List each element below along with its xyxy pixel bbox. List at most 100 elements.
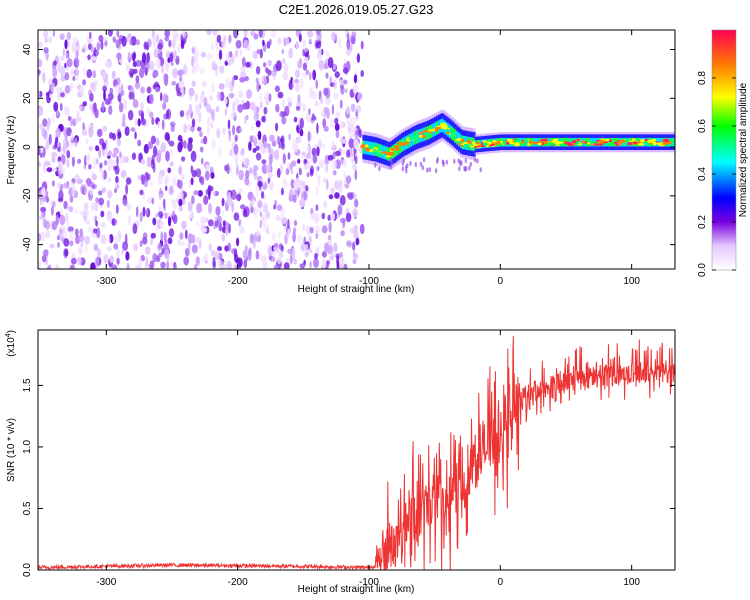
- spectrogram-noise-cell: [98, 190, 103, 196]
- spectrogram-noise-cell: [122, 241, 129, 251]
- spectrogram-noise-cell: [147, 196, 153, 205]
- spectrogram-noise-cell: [326, 260, 329, 269]
- spectrogram-noise-cell: [339, 256, 345, 267]
- spectrogram-noise-cell: [271, 69, 277, 77]
- spectrogram-noise-cell: [341, 159, 347, 165]
- spectrogram-noise-cell: [261, 215, 265, 224]
- spectrogram-noise-cell: [345, 175, 352, 184]
- spectrogram-signal-core: [570, 137, 574, 147]
- spectrogram-noise-cell: [360, 40, 364, 50]
- spectrogram-signal-peak: [419, 134, 423, 138]
- spectrogram-noise-cell: [187, 201, 193, 212]
- spectrogram-noise-cell: [178, 166, 182, 175]
- spectrogram-noise-cell: [314, 224, 320, 235]
- spectrogram-noise-cell: [350, 103, 356, 112]
- spectrogram-signal-peak: [361, 143, 365, 148]
- spectrogram-noise-cell: [233, 144, 239, 155]
- spectrogram-noise-cell: [298, 167, 302, 176]
- spectrogram-noise-cell: [148, 60, 155, 71]
- spectrogram-noise-cell: [196, 203, 203, 214]
- spectrogram-noise-cell: [77, 158, 82, 164]
- spectrogram-noise-cell: [224, 98, 228, 105]
- spectrogram-noise-cell: [56, 86, 60, 92]
- spectrogram-noise-cell: [93, 102, 97, 113]
- spectrogram-noise-cell: [206, 30, 212, 35]
- spectrogram-noise-cell: [299, 263, 306, 269]
- spectrogram-noise-cell: [228, 92, 235, 99]
- spectrogram-noise-cell: [206, 116, 211, 127]
- spectrogram-noise-cell: [161, 65, 165, 74]
- spectrogram-noise-cell: [275, 103, 280, 113]
- spectrogram-signal-peak: [434, 126, 442, 130]
- spectrogram-noise-cell: [79, 245, 83, 256]
- spectrogram-noise-cell: [137, 175, 142, 181]
- spectrogram-noise-cell: [179, 75, 183, 82]
- spectrogram-noise-cell: [74, 137, 78, 148]
- spectrogram-noise-cell: [109, 255, 115, 264]
- spectrogram-noise-cell: [212, 256, 216, 268]
- spectrogram-noise-cell: [98, 197, 105, 206]
- spectrogram-noise-cell: [232, 124, 236, 136]
- spectrogram-noise-cell: [67, 205, 71, 212]
- spectrogram-noise-cell: [252, 50, 258, 60]
- spectrogram-noise-cell: [275, 215, 282, 221]
- spectrogram-signal-peak: [559, 138, 566, 142]
- spectrogram-noise-cell: [96, 158, 99, 165]
- spectrogram-noise-cell: [217, 246, 223, 252]
- spectrogram-noise-cell: [318, 138, 322, 150]
- spectrogram-noise-cell: [307, 144, 310, 153]
- spectrogram-noise-cell: [183, 256, 190, 266]
- spectrogram-signal-peak: [509, 142, 515, 145]
- spectrogram-noise-cell: [69, 206, 73, 213]
- spectrogram-noise-cell: [74, 174, 81, 182]
- spectrogram-noise-cell: [63, 182, 69, 189]
- spectrogram-noise-cell: [38, 232, 42, 242]
- spectrogram-ytick-label: -40: [22, 237, 33, 252]
- spectrogram-noise-cell: [250, 196, 257, 203]
- spectrogram-signal-peak: [432, 128, 436, 132]
- spectrogram-noise-cell: [116, 155, 119, 166]
- spectrogram-noise-cell: [79, 85, 85, 96]
- spectrogram-noise-cell: [355, 237, 360, 246]
- spectrogram-noise-cell: [57, 146, 61, 152]
- spectrogram-noise-cell: [106, 246, 112, 252]
- spectrogram-noise-cell: [118, 86, 121, 93]
- spectrogram-noise-cell: [255, 66, 261, 75]
- spectrogram-noise-cell: [304, 251, 310, 258]
- spectrogram-noise-cell: [116, 128, 121, 140]
- spectrogram-noise-cell: [308, 248, 313, 254]
- spectrogram-noise-cell: [152, 217, 157, 226]
- spectrogram-speckle: [459, 161, 462, 167]
- spectrogram-noise-cell: [68, 141, 75, 148]
- spectrogram-noise-cell: [229, 51, 233, 58]
- spectrogram-noise-cell: [38, 161, 41, 168]
- spectrogram-signal-peak: [506, 138, 513, 143]
- spectrogram-noise-cell: [179, 110, 185, 118]
- spectrogram-noise-cell: [261, 115, 266, 123]
- spectrogram-noise-cell: [278, 142, 281, 149]
- spectrogram-noise-cell: [38, 261, 42, 269]
- spectrogram-noise-cell: [303, 158, 308, 164]
- spectrogram-noise-cell: [180, 39, 185, 50]
- spectrogram-noise-cell: [206, 124, 210, 136]
- spectrogram-speckle: [374, 162, 377, 168]
- spectrogram-noise-cell: [119, 151, 122, 158]
- spectrogram-signal-peak: [516, 138, 522, 143]
- spectrogram-noise-cell: [139, 189, 144, 196]
- spectrogram-noise-cell: [348, 122, 352, 128]
- snr-exponent-close: ): [6, 330, 17, 333]
- spectrogram-noise-cell: [38, 41, 44, 48]
- spectrogram-noise-cell: [352, 208, 358, 218]
- spectrogram-signal-core: [612, 137, 616, 147]
- spectrogram-noise-cell: [41, 128, 47, 138]
- spectrogram-noise-cell: [89, 187, 94, 196]
- spectrogram-noise-cell: [59, 208, 63, 216]
- spectrogram-noise-cell: [253, 238, 256, 249]
- spectrogram-noise-cell: [249, 233, 254, 244]
- spectrogram-signal-peak: [469, 145, 474, 148]
- spectrogram-noise-cell: [229, 149, 233, 156]
- spectrogram-noise-cell: [259, 101, 263, 109]
- spectrogram-signal-peak: [598, 143, 604, 146]
- spectrogram-noise-cell: [297, 158, 301, 164]
- spectrogram-noise-cell: [250, 206, 254, 214]
